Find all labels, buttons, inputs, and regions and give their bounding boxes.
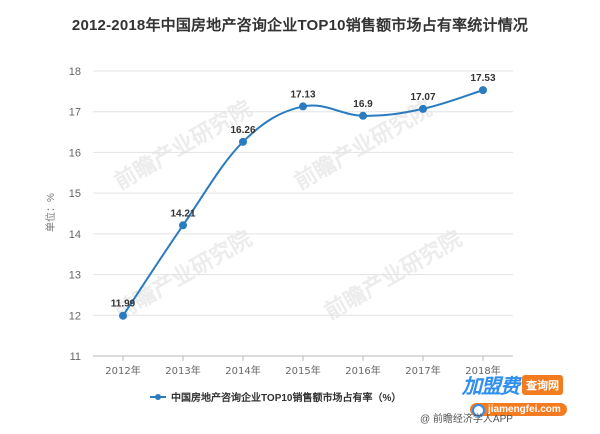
data-label: 16.26	[230, 125, 255, 136]
data-point[interactable]	[359, 111, 367, 120]
x-tick-label: 2016年	[345, 364, 380, 377]
logo-brand: 加盟费	[462, 376, 520, 398]
data-label: 17.53	[470, 73, 495, 84]
data-label: 11.99	[111, 299, 136, 310]
chart-title: 2012-2018年中国房地产咨询企业TOP10销售额市场占有率统计情况	[71, 17, 529, 34]
data-point[interactable]	[239, 137, 247, 146]
y-tick-label: 13	[69, 270, 81, 282]
x-tick-label: 2012年	[105, 364, 140, 377]
data-label: 14.21	[170, 208, 195, 219]
logo-url: jiamengfei.com	[470, 403, 567, 417]
data-point[interactable]	[419, 104, 427, 113]
logo-query: 查询网	[522, 374, 563, 395]
x-tick-label: 2014年	[225, 364, 260, 377]
y-axis-label: 单位：%	[46, 193, 57, 232]
legend[interactable]: 中国房地产咨询企业TOP10销售额市场占有率（%）	[150, 389, 401, 404]
y-tick-label: 11	[70, 351, 81, 363]
data-label: 16.9	[353, 99, 373, 110]
x-tick-label: 2013年	[165, 364, 200, 377]
data-point[interactable]	[479, 86, 487, 95]
x-tick-label: 2017年	[405, 364, 440, 377]
data-label: 17.13	[290, 89, 315, 100]
legend-label: 中国房地产咨询企业TOP10销售额市场占有率（%）	[171, 393, 402, 404]
y-tick-label: 17	[69, 107, 81, 119]
y-tick-label: 16	[69, 147, 81, 159]
data-label: 17.07	[410, 92, 435, 103]
x-tick-label: 2015年	[285, 364, 320, 377]
data-point[interactable]	[299, 102, 307, 111]
y-tick-label: 15	[69, 188, 81, 200]
data-point[interactable]	[119, 311, 127, 320]
y-tick-label: 14	[69, 229, 81, 241]
y-tick-label: 18	[69, 66, 81, 78]
watermark-text: 前瞻产业研究院	[110, 226, 256, 326]
source-credit: @ 前瞻经济学人APP	[420, 414, 513, 425]
y-tick-label: 12	[69, 310, 81, 322]
jiamengfei-logo: 加盟费 查询网 jiamengfei.com	[462, 370, 600, 417]
watermark-text: 前瞻产业研究院	[110, 96, 256, 196]
watermark-text: 前瞻产业研究院	[320, 226, 466, 326]
data-point[interactable]	[179, 221, 187, 230]
legend-line-marker-icon	[150, 392, 166, 402]
x-tick-label: 2018年	[465, 364, 500, 377]
